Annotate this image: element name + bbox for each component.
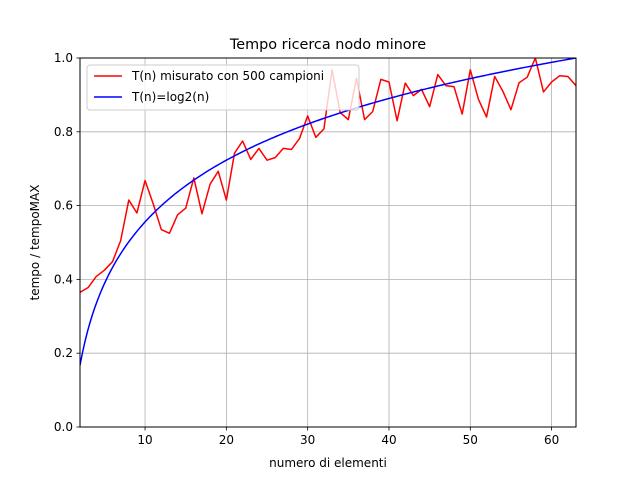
y-tick-label: 0.6 — [54, 199, 73, 213]
series-log2-line — [80, 58, 576, 366]
plot-frame — [79, 57, 577, 428]
x-axis-label: numero di elementi — [269, 456, 387, 470]
y-tick-label: 0.4 — [54, 272, 73, 286]
x-tick-label: 30 — [300, 433, 315, 447]
legend-label-log2: T(n)=log2(n) — [131, 90, 209, 104]
grid — [80, 57, 576, 428]
legend: T(n) misurato con 500 campioni T(n)=log2… — [86, 64, 360, 111]
x-tick-label: 60 — [544, 433, 559, 447]
legend-box — [86, 64, 360, 111]
y-tick-label: 0.2 — [54, 346, 73, 360]
y-tick-label: 0.0 — [54, 420, 73, 434]
legend-label-measured: T(n) misurato con 500 campioni — [131, 69, 324, 83]
ticks: 10 20 30 40 50 60 0.0 0.2 0.4 0.6 0.8 1.0 — [54, 51, 559, 447]
x-tick-label: 10 — [137, 433, 152, 447]
x-tick-label: 50 — [463, 433, 478, 447]
y-axis-label: tempo / tempoMAX — [28, 185, 42, 301]
x-tick-label: 40 — [381, 433, 396, 447]
y-tick-label: 0.8 — [54, 125, 73, 139]
x-tick-label: 20 — [219, 433, 234, 447]
y-tick-label: 1.0 — [54, 51, 73, 65]
chart-title: Tempo ricerca nodo minore — [229, 37, 426, 53]
